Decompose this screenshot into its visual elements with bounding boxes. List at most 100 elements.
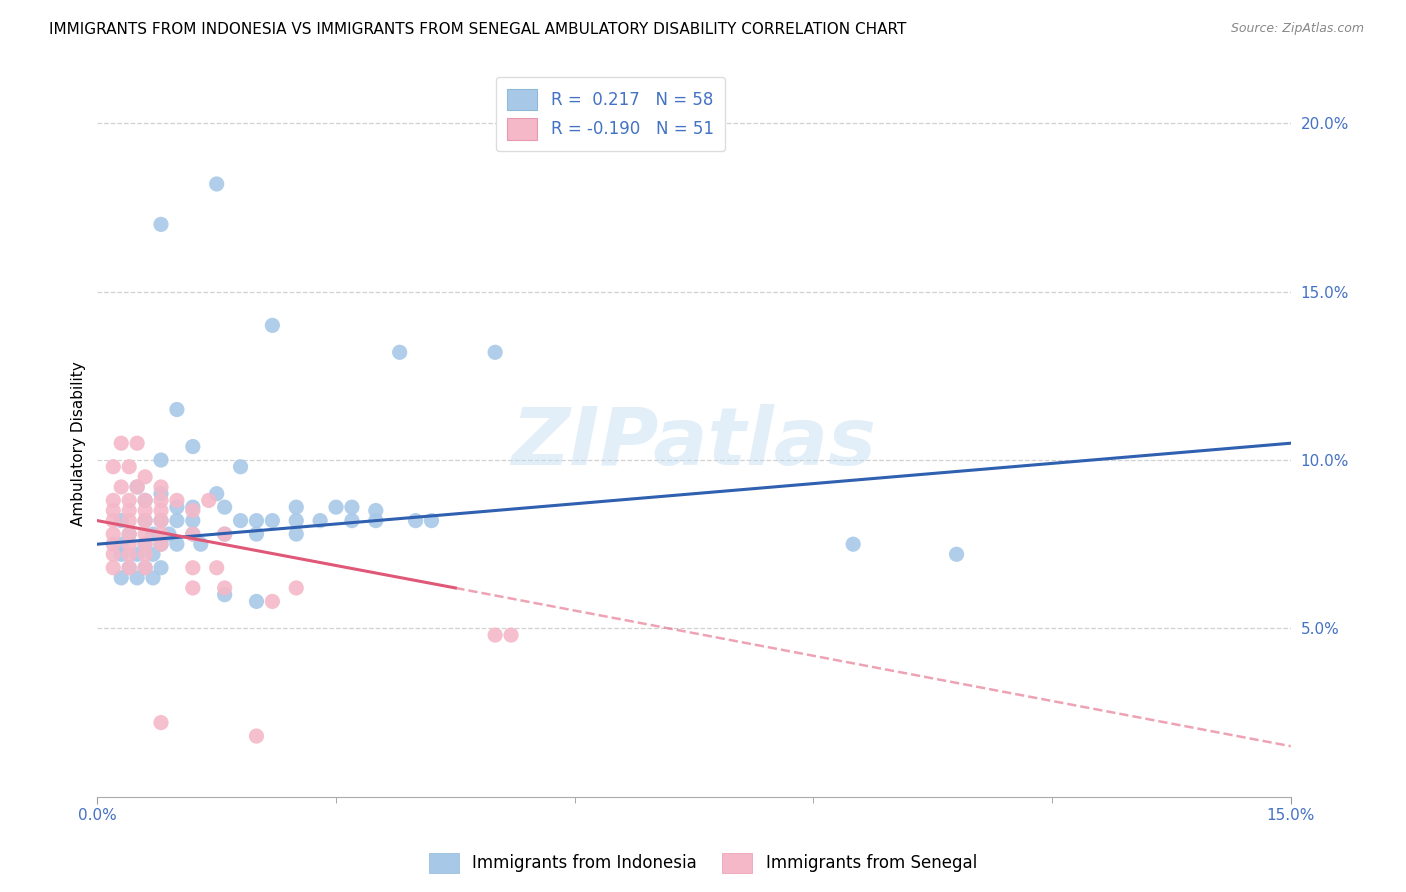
Point [214,588,236,602]
Y-axis label: Ambulatory Disability: Ambulatory Disability [72,361,86,525]
Point [197,493,219,508]
Point [134,547,156,561]
Point [150,480,173,494]
Point [214,527,236,541]
Point [118,547,141,561]
Point [309,514,332,528]
Point [134,560,156,574]
Point [364,514,387,528]
Point [103,514,125,528]
Point [285,527,308,541]
Point [142,571,165,585]
Point [118,527,141,541]
Point [181,581,204,595]
Text: IMMIGRANTS FROM INDONESIA VS IMMIGRANTS FROM SENEGAL AMBULATORY DISABILITY CORRE: IMMIGRANTS FROM INDONESIA VS IMMIGRANTS … [49,22,907,37]
Point [118,527,141,541]
Point [134,470,156,484]
Point [103,503,125,517]
Point [484,345,506,359]
Point [245,527,267,541]
Point [150,453,173,467]
Point [340,514,363,528]
Point [150,486,173,500]
Point [118,459,141,474]
Point [285,514,308,528]
Point [103,493,125,508]
Point [110,514,132,528]
Point [166,493,188,508]
Point [229,514,252,528]
Point [103,560,125,574]
Point [388,345,411,359]
Point [181,514,204,528]
Point [134,514,156,528]
Point [150,503,173,517]
Point [205,177,228,191]
Point [157,527,180,541]
Point [484,628,506,642]
Point [150,537,173,551]
Point [285,581,308,595]
Point [110,480,132,494]
Point [150,514,173,528]
Point [118,560,141,574]
Point [118,560,141,574]
Point [214,581,236,595]
Point [245,729,267,743]
Point [110,537,132,551]
Point [325,500,347,515]
Point [262,514,284,528]
Point [134,493,156,508]
Point [134,527,156,541]
Point [150,715,173,730]
Point [110,571,132,585]
Point [127,480,149,494]
Point [190,537,212,551]
Point [103,537,125,551]
Point [150,493,173,508]
Point [134,537,156,551]
Text: Source: ZipAtlas.com: Source: ZipAtlas.com [1230,22,1364,36]
Point [245,594,267,608]
Point [229,459,252,474]
Point [134,537,156,551]
Text: ZIPatlas: ZIPatlas [512,404,876,483]
Point [127,436,149,450]
Point [285,500,308,515]
Point [214,527,236,541]
Point [181,500,204,515]
Point [118,514,141,528]
Point [205,560,228,574]
Legend: Immigrants from Indonesia, Immigrants from Senegal: Immigrants from Indonesia, Immigrants fr… [422,847,984,880]
Point [150,560,173,574]
Point [103,547,125,561]
Point [420,514,443,528]
Point [166,500,188,515]
Point [150,218,173,232]
Point [262,318,284,333]
Point [118,493,141,508]
Point [134,560,156,574]
Point [127,547,149,561]
Point [340,500,363,515]
Point [150,514,173,528]
Point [499,628,522,642]
Legend: R =  0.217   N = 58, R = -0.190   N = 51: R = 0.217 N = 58, R = -0.190 N = 51 [496,77,725,152]
Point [127,480,149,494]
Point [150,527,173,541]
Point [134,493,156,508]
Point [181,503,204,517]
Point [150,537,173,551]
Point [262,594,284,608]
Point [134,514,156,528]
Point [118,503,141,517]
Point [205,486,228,500]
Point [181,440,204,454]
Point [142,547,165,561]
Point [405,514,427,528]
Point [181,527,204,541]
Point [103,527,125,541]
Point [127,571,149,585]
Point [110,547,132,561]
Point [245,514,267,528]
